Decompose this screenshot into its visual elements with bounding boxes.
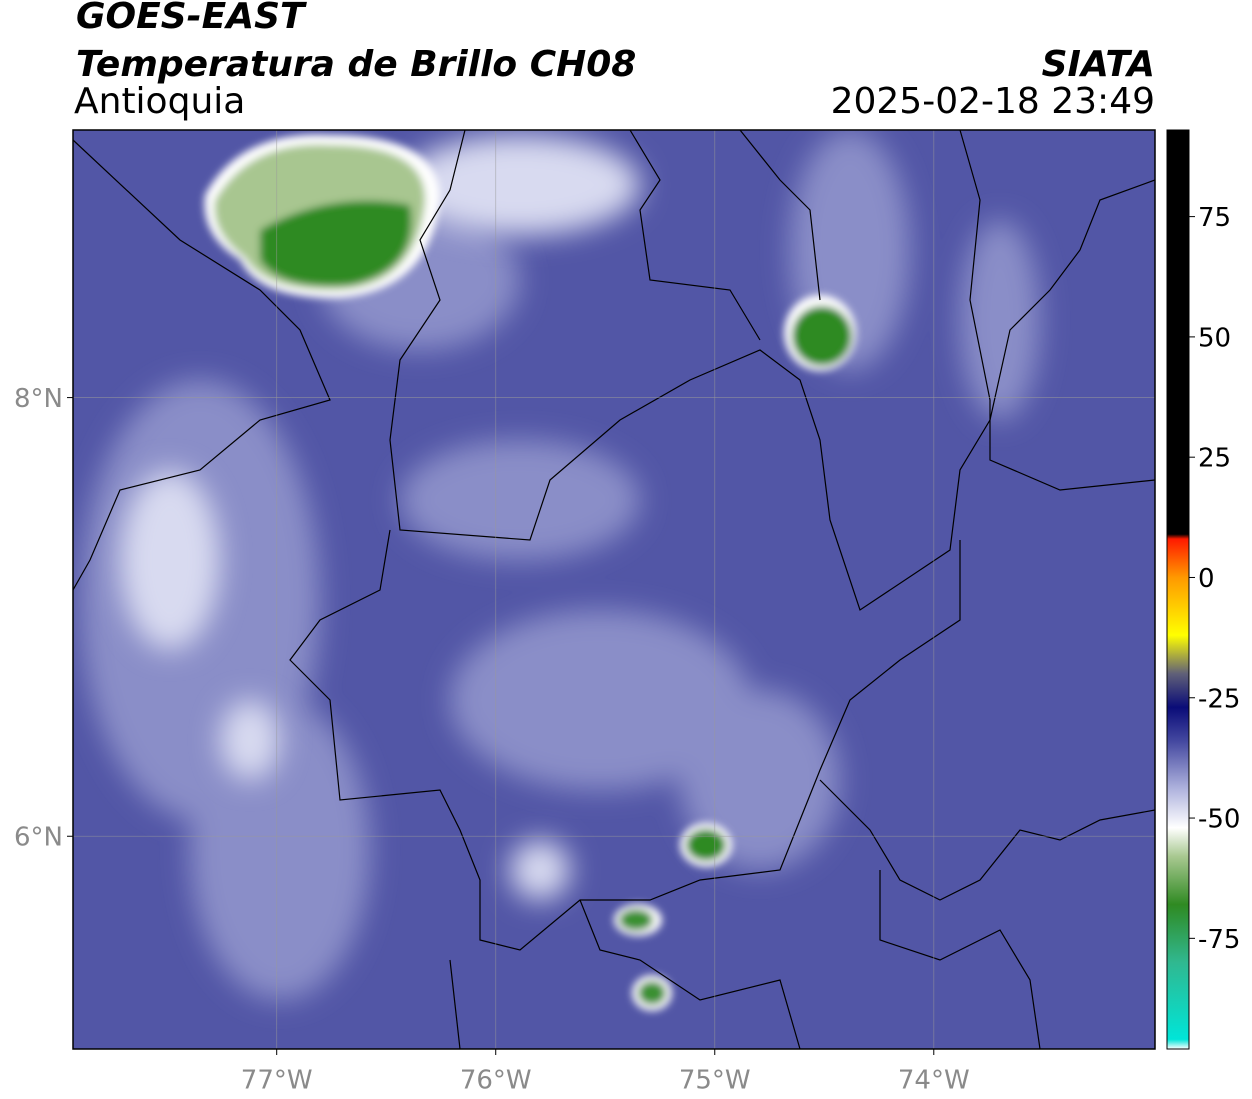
x-tick-label: 74°W bbox=[898, 1066, 970, 1096]
colorbar-tick-label: -25 bbox=[1198, 684, 1240, 714]
x-tick-label: 76°W bbox=[460, 1066, 532, 1096]
map-image bbox=[73, 130, 1155, 1049]
y-tick-label: 6°N bbox=[14, 823, 63, 853]
colorbar-tick-label: 0 bbox=[1198, 564, 1215, 594]
colorbar-tick-label: -75 bbox=[1198, 925, 1240, 955]
y-tick-label: 8°N bbox=[14, 384, 63, 414]
x-tick-label: 75°W bbox=[679, 1066, 751, 1096]
x-tick-label: 77°W bbox=[241, 1066, 313, 1096]
colorbar-tick-label: 50 bbox=[1198, 323, 1231, 353]
subtitle: Temperatura de Brillo CH08 bbox=[76, 44, 636, 85]
colorbar bbox=[1166, 129, 1190, 1050]
region: Antioquia bbox=[74, 81, 245, 122]
colorbar-tick-label: 25 bbox=[1198, 444, 1231, 474]
colorbar-tick-label: -50 bbox=[1198, 805, 1240, 835]
timestamp: 2025-02-18 23:49 bbox=[831, 81, 1155, 122]
colorbar-tick-label: 75 bbox=[1198, 203, 1231, 233]
map-frame bbox=[72, 129, 1156, 1050]
title: GOES-EAST bbox=[76, 0, 307, 37]
source: SIATA bbox=[1042, 44, 1155, 85]
